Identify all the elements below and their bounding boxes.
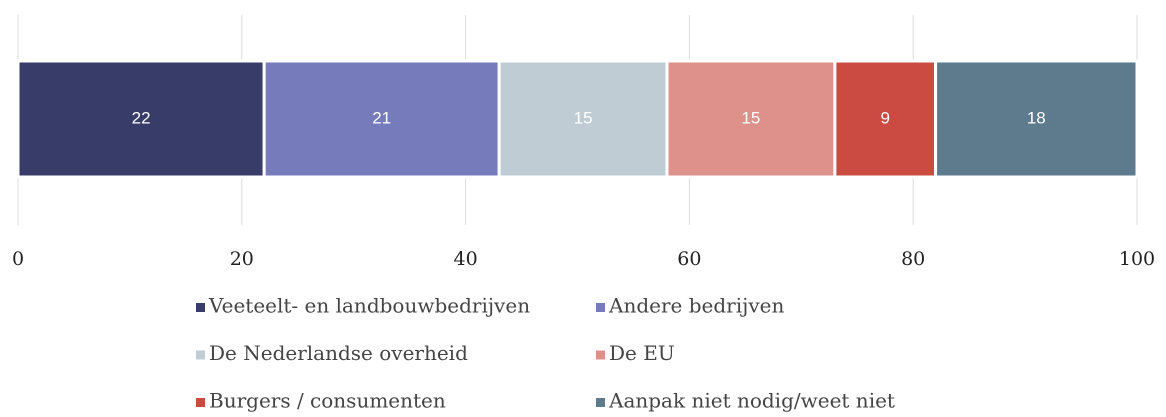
legend-swatch	[596, 350, 605, 360]
legend-label: De Nederlandse overheid	[209, 341, 468, 365]
legend-swatch	[596, 398, 605, 407]
x-tick-label: 100	[1119, 248, 1155, 270]
legend-label: Burgers / consumenten	[209, 389, 446, 413]
x-tick-label: 0	[12, 248, 24, 270]
legend-swatch	[196, 350, 205, 360]
data-label: 15	[574, 108, 593, 127]
x-tick-label: 60	[677, 248, 701, 270]
x-tick-label: 40	[454, 248, 478, 270]
bar-segment	[833, 59, 938, 179]
legend-swatch	[596, 303, 605, 312]
legend-label: Aanpak niet nodig/weet niet	[608, 389, 895, 413]
data-label: 22	[132, 108, 151, 127]
bar-segment	[665, 59, 837, 179]
bar-segment	[16, 59, 266, 179]
legend-label: Andere bedrijven	[608, 294, 784, 318]
bar-segment	[934, 59, 1139, 179]
data-label: 21	[372, 108, 391, 127]
data-label: 15	[741, 108, 760, 127]
data-label: 18	[1027, 108, 1046, 127]
legend-label: De EU	[609, 341, 675, 365]
legend-swatch	[196, 303, 205, 312]
x-tick-label: 20	[230, 248, 254, 270]
legend-swatch	[196, 398, 205, 407]
legend-label: Veeteelt- en landbouwbedrijven	[208, 294, 530, 318]
data-label: 9	[880, 108, 889, 127]
x-tick-label: 80	[901, 248, 925, 270]
